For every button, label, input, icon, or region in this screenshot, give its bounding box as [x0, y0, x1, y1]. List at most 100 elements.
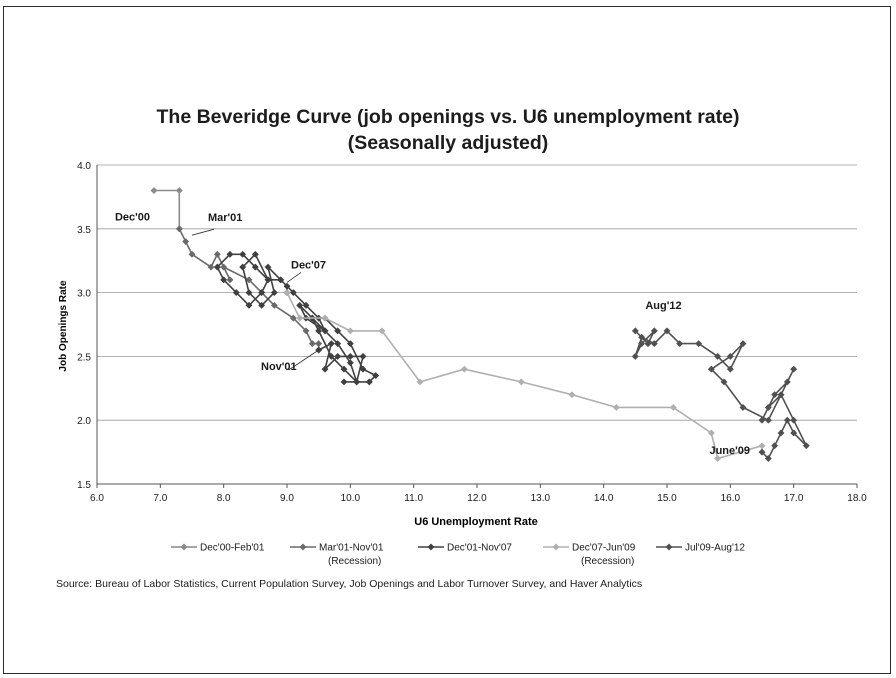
x-tick-label: 17.0	[784, 493, 804, 504]
legend: Dec'00-Feb'01 Mar'01-Nov'01(Recession) Dec…	[171, 543, 745, 567]
data-point	[220, 276, 228, 284]
data-point	[790, 365, 798, 373]
data-point	[644, 340, 652, 348]
data-point	[277, 276, 285, 284]
data-point	[207, 263, 215, 271]
annotation-leader	[191, 228, 215, 236]
data-point	[213, 250, 221, 258]
data-point	[707, 429, 715, 437]
y-tick-label: 2.0	[77, 416, 91, 427]
legend-label: Jul'09-Aug'12	[685, 543, 745, 554]
x-tick-label: 13.0	[531, 493, 551, 504]
x-tick-label: 16.0	[721, 493, 741, 504]
legend-label: Dec'01-Nov'07	[447, 543, 512, 554]
data-point	[258, 301, 266, 309]
annotation-label: Dec'07	[291, 259, 326, 271]
annotation-label: Mar'01	[208, 212, 242, 224]
data-point	[739, 340, 747, 348]
legend-marker	[665, 543, 673, 551]
legend-item: Mar'01-Nov'01 (Recession)	[290, 543, 384, 567]
x-tick-label: 8.0	[217, 493, 231, 504]
legend-sublabel: (Recession)	[328, 556, 381, 567]
data-point	[346, 359, 354, 367]
annotations: Dec'00 Mar'01 Dec'07 Nov'01 Aug'12 June'09	[115, 212, 750, 458]
y-axis-label: Job Openings Rate	[58, 280, 69, 372]
data-point	[289, 289, 297, 297]
y-tick-label: 3.5	[77, 225, 91, 236]
data-point	[764, 416, 772, 424]
data-point	[302, 301, 310, 309]
data-point	[245, 289, 253, 297]
data-point	[346, 327, 354, 335]
y-tick-label: 2.5	[77, 352, 91, 363]
data-point	[568, 391, 576, 399]
source-note: Source: Bureau of Labor Statistics, Curr…	[56, 578, 643, 590]
data-point	[790, 429, 798, 437]
annotation-label: Dec'00	[115, 212, 150, 224]
legend-marker	[427, 543, 435, 551]
data-point	[264, 263, 272, 271]
series-lines	[150, 186, 810, 463]
legend-marker	[552, 543, 560, 551]
legend-marker	[299, 543, 307, 551]
x-tick-label: 6.0	[90, 493, 104, 504]
chart-title: The Beveridge Curve (job openings vs. U6…	[156, 106, 740, 128]
x-tick-label: 12.0	[467, 493, 487, 504]
data-point	[771, 391, 779, 399]
annotation-leader	[286, 272, 302, 283]
x-tick-label: 14.0	[594, 493, 614, 504]
data-point	[416, 378, 424, 386]
data-point	[631, 327, 639, 335]
data-point	[726, 352, 734, 360]
data-point	[308, 340, 316, 348]
data-point	[758, 448, 766, 456]
data-point	[771, 442, 779, 450]
data-point	[289, 314, 297, 322]
data-point	[327, 352, 335, 360]
x-tick-label: 15.0	[657, 493, 677, 504]
grid-lines	[97, 164, 857, 421]
data-point	[650, 340, 658, 348]
data-point	[251, 250, 259, 258]
data-point	[783, 416, 791, 424]
data-point	[150, 186, 158, 195]
legend-label: Dec'00-Feb'01	[200, 543, 265, 554]
data-point	[460, 365, 468, 373]
data-point	[270, 301, 278, 309]
series-3	[213, 250, 380, 386]
data-point	[353, 378, 361, 386]
data-point	[321, 314, 329, 322]
data-point	[359, 352, 367, 360]
y-tick-label: 3.0	[77, 289, 91, 300]
annotation-label: Nov'01	[261, 361, 297, 373]
data-point	[714, 352, 722, 360]
chart-frame	[3, 6, 891, 674]
data-point	[315, 346, 323, 354]
data-point	[739, 403, 747, 411]
data-point	[695, 340, 703, 348]
data-point	[340, 365, 348, 373]
x-tick-label: 18.0	[847, 493, 867, 504]
data-point	[258, 289, 266, 297]
data-point	[365, 378, 373, 386]
data-point	[239, 250, 247, 258]
x-tick-label: 10.0	[341, 493, 361, 504]
legend-label: Dec'07-Jun'09	[572, 543, 636, 554]
data-point	[758, 442, 766, 450]
data-point	[783, 378, 791, 386]
data-point	[802, 442, 810, 450]
data-point	[296, 314, 304, 322]
x-tick-label: 11.0	[404, 493, 423, 504]
data-point	[707, 365, 715, 373]
data-point	[638, 340, 646, 348]
x-tick-label: 9.0	[280, 493, 294, 504]
data-point	[758, 416, 766, 424]
data-point	[676, 340, 684, 348]
data-point	[321, 327, 329, 335]
data-point	[777, 429, 785, 437]
data-point	[663, 327, 671, 335]
data-point	[226, 276, 234, 284]
legend-item: Dec'01-Nov'07	[418, 543, 512, 554]
annotation-leader	[288, 349, 319, 371]
